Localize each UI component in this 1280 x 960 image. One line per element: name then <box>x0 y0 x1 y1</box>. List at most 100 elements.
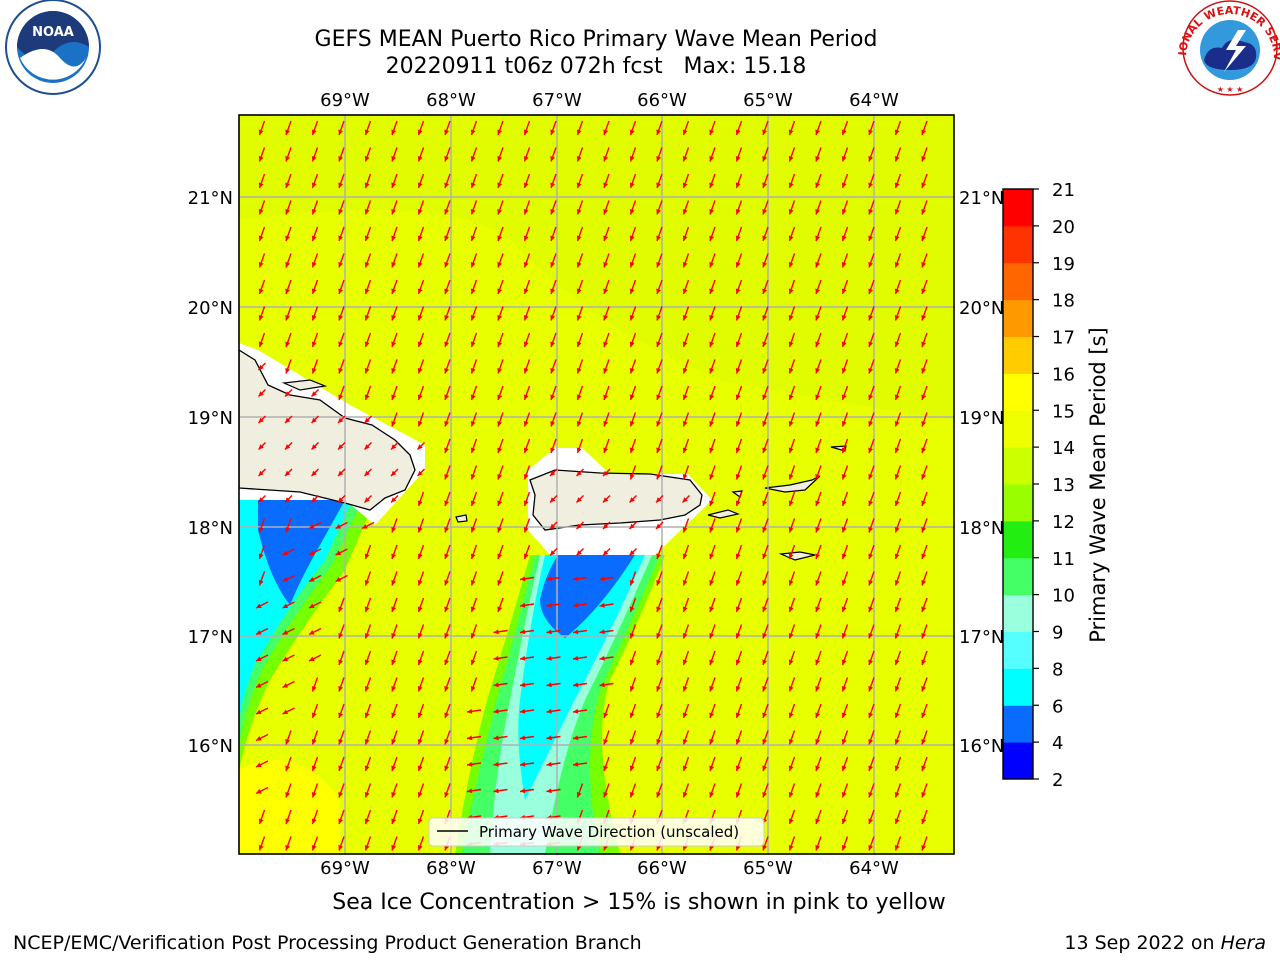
wave-arrow-head <box>391 497 397 503</box>
wave-arrow-head <box>599 655 605 661</box>
wave-arrow-head <box>576 155 582 162</box>
colorbar-segment <box>1003 410 1033 448</box>
wave-arrow-head <box>523 155 529 162</box>
wave-arrow-head <box>391 129 397 135</box>
wave-arrow-head <box>444 367 450 374</box>
wave-arrow-head <box>815 738 821 745</box>
wave-arrow-head <box>709 500 715 506</box>
wave-arrow-head <box>629 129 635 135</box>
wave-arrow-head <box>788 500 794 506</box>
wave-arrow-head <box>470 288 476 294</box>
wave-arrow-head <box>735 394 741 400</box>
wave-arrow-head <box>788 844 794 851</box>
wave-arrow-head <box>709 420 715 427</box>
wave-arrow-head <box>256 683 262 688</box>
colorbar-segment <box>1003 447 1033 485</box>
wave-arrow-head <box>258 417 264 423</box>
wave-arrow-head <box>285 738 291 745</box>
wave-arrow-head <box>682 288 688 294</box>
wave-arrow-head <box>311 818 317 824</box>
colorbar-segment <box>1003 262 1033 301</box>
wave-arrow-head <box>311 314 317 321</box>
wave-arrow-head <box>391 235 397 241</box>
colorbar-tick-label: 14 <box>1052 438 1075 459</box>
wave-arrow-head <box>573 655 579 661</box>
wave-arrow-head <box>467 761 473 767</box>
map-area <box>239 115 954 854</box>
wave-arrow-head <box>656 182 662 188</box>
wave-arrow-head <box>921 394 927 400</box>
wave-arrow-head <box>894 632 900 639</box>
wave-arrow-head <box>894 367 900 374</box>
wave-arrow-head <box>762 765 768 771</box>
wave-arrow-head <box>868 712 874 718</box>
wave-arrow-head <box>311 712 317 718</box>
wave-arrow-head <box>258 844 264 851</box>
wave-arrow-head <box>523 314 529 321</box>
wave-arrow-head <box>815 765 821 771</box>
wave-arrow-head <box>762 526 768 533</box>
wave-arrow-head <box>364 685 370 692</box>
wave-arrow-head <box>815 420 821 427</box>
wave-arrow-head <box>815 182 821 188</box>
wave-arrow-head <box>815 632 821 639</box>
wave-arrow-head <box>258 818 264 824</box>
wave-arrow-head <box>258 314 264 321</box>
wave-arrow-head <box>364 738 370 745</box>
wave-arrow-head <box>282 550 289 555</box>
lon-tick-top-65: 65°W <box>743 90 793 111</box>
wave-arrow-head <box>682 553 688 559</box>
wave-arrow-head <box>735 367 741 374</box>
wave-arrow-head <box>841 500 847 506</box>
wave-arrow-head <box>629 712 635 718</box>
wave-arrow-head <box>656 659 662 665</box>
noaa-logo-text: NOAA <box>32 25 74 40</box>
colorbar-segment <box>1003 225 1033 264</box>
wave-arrow-head <box>788 129 794 135</box>
wave-arrow-head <box>894 791 900 798</box>
wave-arrow-head <box>921 606 927 612</box>
wave-arrow-head <box>550 235 556 241</box>
wave-arrow-head <box>709 155 715 162</box>
colorbar-segment <box>1003 631 1033 669</box>
wave-arrow-head <box>735 765 741 771</box>
wave-arrow-head <box>444 314 450 321</box>
wave-arrow-head <box>894 659 900 665</box>
wave-arrow-head <box>629 155 635 162</box>
wave-arrow-head <box>682 526 688 533</box>
wave-arrow-head <box>520 682 526 688</box>
wave-arrow-head <box>391 844 397 851</box>
wave-arrow-head <box>417 367 423 374</box>
wave-arrow-head <box>258 444 264 450</box>
wave-arrow-head <box>309 577 315 582</box>
wave-arrow-head <box>364 765 370 771</box>
wave-arrow-head <box>894 579 900 586</box>
wave-arrow-head <box>523 420 529 427</box>
wave-arrow-head <box>391 738 397 745</box>
wave-arrow-head <box>497 579 503 586</box>
wave-arrow-head <box>629 367 635 374</box>
wave-arrow-head <box>470 500 476 506</box>
wave-arrow-head <box>364 606 370 612</box>
wave-arrow-head <box>550 420 556 427</box>
legend-label: Primary Wave Direction (unscaled) <box>479 823 739 841</box>
wave-arrow-head <box>709 606 715 612</box>
wave-arrow-head <box>788 447 794 453</box>
wave-arrow-head <box>921 579 927 586</box>
wave-arrow-head <box>921 367 927 374</box>
wave-arrow-head <box>546 682 552 688</box>
wave-arrow-head <box>576 497 582 503</box>
wave-arrow-head <box>282 656 289 661</box>
wave-arrow-head <box>894 765 900 771</box>
wave-arrow-head <box>682 155 688 162</box>
period-14-15-swath <box>239 115 954 420</box>
wave-arrow-head <box>493 788 499 794</box>
wave-arrow-head <box>603 367 609 374</box>
wave-arrow-head <box>311 791 317 798</box>
wave-arrow-head <box>762 632 768 639</box>
wave-arrow-head <box>470 314 476 321</box>
wave-direction-arrows <box>255 120 928 851</box>
wave-arrow-head <box>894 526 900 533</box>
lat-tick-right-19: 19°N <box>959 408 1004 429</box>
wave-arrow-head <box>921 818 927 824</box>
